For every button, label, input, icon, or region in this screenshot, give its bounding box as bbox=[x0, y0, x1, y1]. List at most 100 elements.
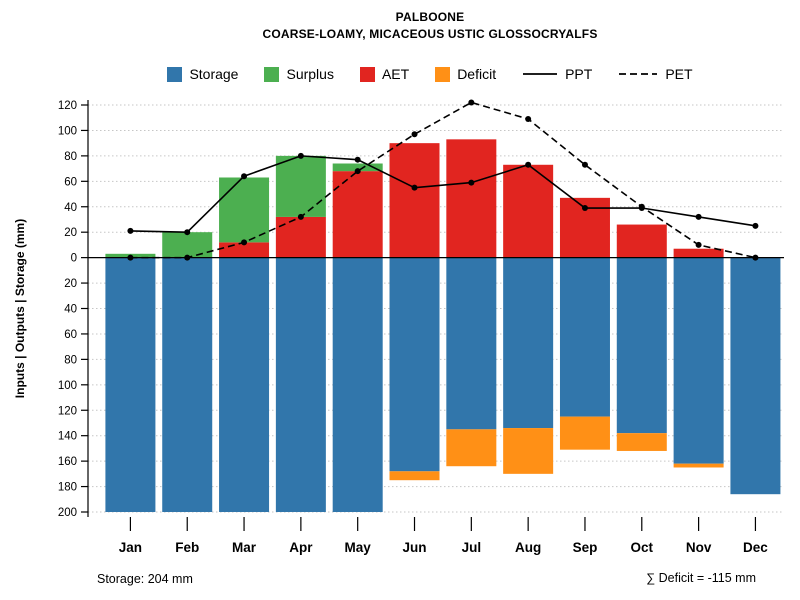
chart-legend: Storage Surplus AET Deficit PPT PET bbox=[60, 66, 800, 82]
y-tick-label: 60 bbox=[64, 176, 77, 188]
y-tick-label: 20 bbox=[64, 227, 77, 239]
marker-ppt bbox=[468, 179, 475, 186]
bar-storage bbox=[730, 257, 781, 495]
legend-item-aet: AET bbox=[359, 66, 410, 82]
marker-ppt bbox=[752, 222, 759, 229]
bar-surplus bbox=[332, 163, 383, 172]
x-tick-label: Apr bbox=[289, 540, 313, 555]
x-tick-label: May bbox=[345, 540, 372, 555]
marker-pet bbox=[695, 241, 702, 248]
x-tick-label: Mar bbox=[232, 540, 257, 555]
x-tick-label: Sep bbox=[573, 540, 598, 555]
y-tick-label: 40 bbox=[64, 304, 77, 316]
legend-item-pet: PET bbox=[618, 66, 693, 82]
legend-item-surplus: Surplus bbox=[264, 66, 334, 82]
legend-item-ppt: PPT bbox=[522, 66, 592, 82]
x-tick-label: Feb bbox=[175, 540, 199, 555]
y-tick-label: 0 bbox=[71, 253, 77, 265]
solid-line-icon bbox=[523, 73, 558, 75]
bar-deficit bbox=[616, 433, 667, 451]
bar-aet bbox=[389, 143, 440, 258]
marker-pet bbox=[411, 131, 418, 138]
y-tick-label: 80 bbox=[64, 151, 77, 163]
bar-storage bbox=[616, 257, 667, 434]
y-tick-label: 120 bbox=[58, 405, 77, 417]
x-tick-label: Jan bbox=[119, 540, 142, 555]
bar-storage bbox=[275, 257, 326, 512]
marker-ppt bbox=[127, 227, 134, 234]
marker-ppt bbox=[581, 205, 588, 212]
y-tick-label: 100 bbox=[58, 380, 77, 392]
bar-aet bbox=[332, 171, 383, 258]
marker-ppt bbox=[695, 213, 702, 220]
chart-title: PALBOONE bbox=[395, 10, 465, 24]
bar-aet bbox=[446, 139, 497, 258]
deficit-swatch-icon bbox=[435, 66, 451, 82]
bar-surplus bbox=[219, 177, 270, 243]
x-tick-label: Dec bbox=[743, 540, 768, 555]
marker-pet bbox=[525, 115, 532, 122]
bar-storage bbox=[332, 257, 383, 512]
marker-pet bbox=[241, 239, 248, 246]
y-tick-label: 40 bbox=[64, 202, 77, 214]
y-tick-label: 60 bbox=[64, 329, 77, 341]
bar-storage bbox=[503, 257, 554, 429]
bar-deficit bbox=[559, 416, 610, 450]
storage-annotation: Storage: 204 mm bbox=[97, 572, 193, 586]
legend-label-ppt: PPT bbox=[565, 66, 593, 82]
bar-deficit bbox=[673, 463, 724, 468]
marker-pet bbox=[297, 213, 304, 220]
storage-swatch-icon bbox=[167, 66, 183, 82]
y-tick-label: 200 bbox=[58, 507, 77, 519]
x-tick-label: Aug bbox=[515, 540, 541, 555]
y-axis-label: Inputs | Outputs | Storage (mm) bbox=[13, 219, 27, 398]
y-tick-label: 100 bbox=[58, 125, 77, 137]
bar-storage bbox=[105, 257, 156, 512]
marker-ppt bbox=[241, 173, 248, 180]
y-tick-label: 120 bbox=[58, 100, 77, 112]
bar-storage bbox=[446, 257, 497, 430]
y-tick-label: 180 bbox=[58, 482, 77, 494]
legend-label-pet: PET bbox=[665, 66, 693, 82]
marker-pet bbox=[581, 161, 588, 168]
bar-deficit bbox=[503, 428, 554, 474]
y-tick-label: 140 bbox=[58, 431, 77, 443]
bar-aet bbox=[275, 216, 326, 258]
bar-surplus bbox=[275, 155, 326, 217]
chart-header: PALBOONE COARSE-LOAMY, MICACEOUS USTIC G… bbox=[60, 10, 800, 41]
surplus-swatch-icon bbox=[264, 66, 280, 82]
dashed-line-icon bbox=[619, 73, 658, 75]
bar-surplus bbox=[162, 232, 213, 258]
marker-ppt bbox=[525, 161, 532, 168]
aet-swatch-icon bbox=[359, 66, 375, 82]
x-tick-label: Jun bbox=[403, 540, 427, 555]
bar-aet bbox=[616, 224, 667, 258]
line-ppt bbox=[130, 155, 756, 233]
line-pet bbox=[130, 101, 756, 259]
marker-ppt bbox=[411, 184, 418, 191]
bar-aet bbox=[673, 248, 724, 258]
bar-deficit bbox=[389, 471, 440, 481]
legend-item-deficit: Deficit bbox=[435, 66, 496, 82]
marker-ppt bbox=[297, 152, 304, 159]
x-tick-label: Jul bbox=[462, 540, 482, 555]
legend-label-deficit: Deficit bbox=[457, 66, 497, 82]
y-tick-label: 160 bbox=[58, 456, 77, 468]
chart-subtitle: COARSE-LOAMY, MICACEOUS USTIC GLOSSOCRYA… bbox=[262, 27, 598, 41]
x-tick-label: Oct bbox=[631, 540, 654, 555]
bar-deficit bbox=[446, 429, 497, 467]
marker-ppt bbox=[354, 156, 361, 163]
legend-item-storage: Storage bbox=[167, 66, 238, 82]
y-tick-label: 20 bbox=[64, 278, 77, 290]
bar-storage bbox=[673, 257, 724, 464]
x-tick-label: Nov bbox=[686, 540, 712, 555]
bar-storage bbox=[559, 257, 610, 417]
legend-label-storage: Storage bbox=[189, 66, 239, 82]
marker-pet bbox=[184, 254, 191, 261]
legend-label-aet: AET bbox=[381, 66, 410, 82]
marker-pet bbox=[638, 203, 645, 210]
deficit-annotation: ∑ Deficit = -115 mm bbox=[646, 571, 756, 585]
marker-pet bbox=[752, 254, 759, 261]
bar-storage bbox=[219, 257, 270, 512]
